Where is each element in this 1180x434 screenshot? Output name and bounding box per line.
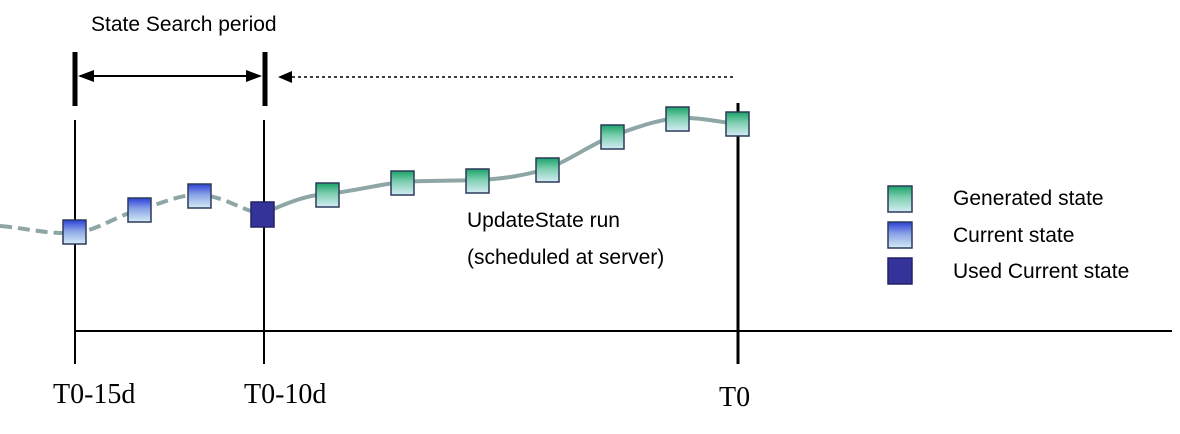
period-label: State Search period [91, 13, 277, 36]
annotation-line-1: UpdateState run [467, 209, 620, 232]
tick-label-t0-15d: T0-15d [53, 379, 135, 410]
trend-line-dashed [0, 192, 263, 236]
legend-swatch-used [887, 257, 913, 285]
state-square-current [127, 197, 152, 223]
legend-swatch-current [887, 221, 913, 249]
state-square-generated [535, 157, 560, 183]
state-square-generated [600, 124, 625, 150]
tick-label-t0-10d: T0-10d [244, 379, 326, 410]
state-square-current [62, 219, 87, 245]
state-square-used [250, 201, 275, 228]
state-squares [62, 106, 750, 245]
period-arrowhead-left [78, 70, 94, 82]
state-search-period-bracket [72, 52, 268, 106]
legend-swatch-generated [887, 185, 913, 213]
legend-label-current: Current state [953, 224, 1074, 247]
state-square-generated [725, 111, 750, 137]
tick-label-t0: T0 [719, 382, 750, 413]
annotation-line-2: (scheduled at server) [467, 246, 664, 269]
state-square-generated [390, 170, 415, 196]
period-arrowhead-right [246, 70, 262, 82]
state-square-current [187, 183, 212, 209]
search-back-arrow [278, 71, 735, 83]
legend-label-generated: Generated state [953, 187, 1104, 210]
state-square-generated [465, 168, 490, 194]
legend: Generated state Current state Used Curre… [887, 185, 1129, 285]
legend-label-used: Used Current state [953, 260, 1129, 283]
state-square-generated [315, 182, 340, 208]
state-square-generated [665, 106, 690, 132]
